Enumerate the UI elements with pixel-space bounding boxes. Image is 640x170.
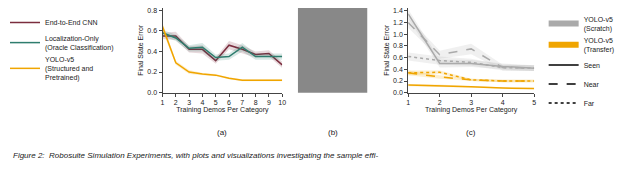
svg-text:0.8: 0.8	[393, 42, 403, 49]
svg-text:Training Demos Per Category: Training Demos Per Category	[425, 106, 518, 114]
svg-text:Near: Near	[584, 81, 600, 88]
svg-text:(c): (c)	[466, 128, 476, 137]
svg-text:YOLO-v5(Scratch): YOLO-v5(Scratch)	[584, 16, 613, 33]
svg-text:0.8: 0.8	[147, 7, 157, 14]
svg-text:0.0: 0.0	[393, 89, 403, 96]
svg-text:5: 5	[532, 99, 536, 106]
svg-text:Final State Error: Final State Error	[383, 24, 390, 76]
svg-text:4: 4	[501, 99, 505, 106]
svg-text:Final State Error: Final State Error	[137, 24, 144, 76]
svg-text:1.0: 1.0	[393, 31, 403, 38]
svg-text:2: 2	[174, 99, 178, 106]
svg-text:8: 8	[254, 99, 258, 106]
svg-text:(b): (b)	[328, 128, 338, 137]
svg-text:0.6: 0.6	[393, 54, 403, 61]
svg-text:0.2: 0.2	[147, 68, 157, 75]
svg-text:YOLO-v5(Transfer): YOLO-v5(Transfer)	[584, 37, 614, 54]
svg-text:Localization-Only(Oracle Class: Localization-Only(Oracle Classification)	[45, 35, 113, 52]
svg-text:4: 4	[200, 99, 204, 106]
svg-text:Training Demos Per Category: Training Demos Per Category	[176, 106, 269, 114]
svg-text:0.4: 0.4	[393, 66, 403, 73]
svg-text:0.4: 0.4	[147, 48, 157, 55]
svg-text:0.0: 0.0	[147, 89, 157, 96]
svg-text:10: 10	[278, 99, 286, 106]
svg-text:Seen: Seen	[584, 62, 600, 69]
svg-text:3: 3	[469, 99, 473, 106]
svg-text:Figure 2: Robosuite Simulatio: Figure 2: Robosuite Simulation Experimen…	[13, 151, 378, 160]
svg-text:2: 2	[438, 99, 442, 106]
svg-text:0.2: 0.2	[393, 77, 403, 84]
svg-text:3: 3	[187, 99, 191, 106]
svg-text:Far: Far	[584, 100, 595, 107]
svg-text:9: 9	[267, 99, 271, 106]
svg-text:7: 7	[240, 99, 244, 106]
svg-text:End-to-End CNN: End-to-End CNN	[45, 19, 98, 26]
svg-text:(a): (a)	[217, 128, 227, 137]
svg-text:YOLO-v5(Structured andPretrain: YOLO-v5(Structured andPretrained)	[45, 56, 93, 82]
svg-text:0.6: 0.6	[147, 27, 157, 34]
svg-text:6: 6	[227, 99, 231, 106]
svg-text:1.4: 1.4	[393, 7, 403, 14]
svg-text:1.2: 1.2	[393, 19, 403, 26]
svg-text:1: 1	[406, 99, 410, 106]
svg-text:1: 1	[161, 99, 165, 106]
svg-text:5: 5	[214, 99, 218, 106]
